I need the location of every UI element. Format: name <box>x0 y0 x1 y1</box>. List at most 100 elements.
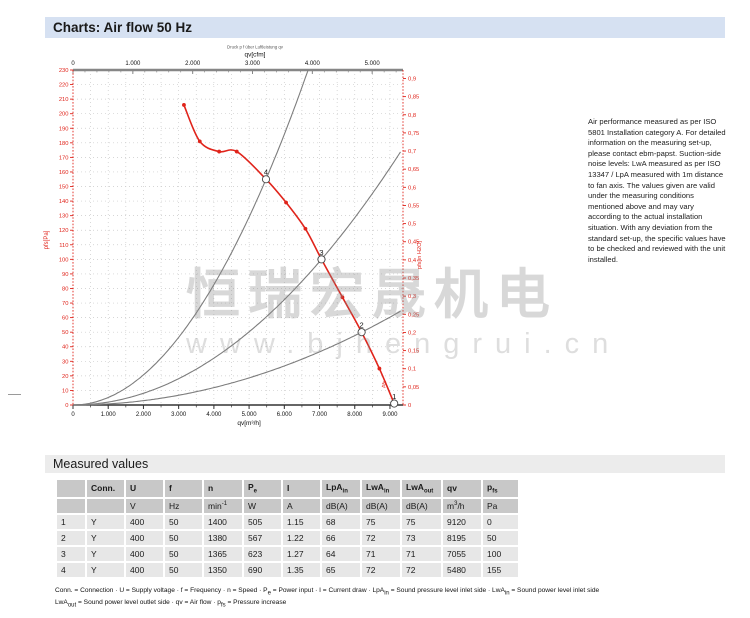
column-header: LwAin <box>362 480 400 497</box>
table-cell: Y <box>87 514 124 529</box>
column-header: Pe <box>244 480 281 497</box>
left-axis-tick-label: 230 <box>59 68 69 74</box>
left-axis-tick-label: 90 <box>62 272 68 278</box>
table-cell: 505 <box>244 514 281 529</box>
bottom-axis-tick-label: 1.000 <box>101 412 117 418</box>
fan-curve-point <box>303 226 308 231</box>
fan-curve-point <box>197 139 202 144</box>
table-cell: 71 <box>362 546 400 561</box>
table-cell: 50 <box>165 530 202 545</box>
column-header: pfs <box>483 480 518 497</box>
left-axis-tick-label: 140 <box>59 199 69 205</box>
column-header: U <box>126 480 163 497</box>
bottom-axis-tick-label: 0 <box>71 412 75 418</box>
fan-curve-point <box>340 295 345 300</box>
left-axis-tick-label: 70 <box>62 301 68 307</box>
right-axis-tick-label: 0,2 <box>408 330 416 336</box>
column-unit: dB(A) <box>362 498 400 513</box>
system-curve <box>73 151 401 406</box>
fan-curve-point <box>377 366 382 371</box>
left-axis-tick-label: 130 <box>59 214 69 220</box>
left-axis-tick-label: 210 <box>59 97 69 103</box>
left-axis-tick-label: 120 <box>59 228 69 234</box>
right-axis-tick-label: 0,6 <box>408 185 416 191</box>
table-cell: Y <box>87 562 124 577</box>
table-cell: 50 <box>165 546 202 561</box>
right-axis-tick-label: 0,5 <box>408 222 416 228</box>
table-cell: 400 <box>126 530 163 545</box>
system-curve <box>72 69 309 406</box>
table-cell: 690 <box>244 562 281 577</box>
top-axis-tick-label: 5.000 <box>365 61 381 67</box>
table-cell: 50 <box>483 530 518 545</box>
operating-point-marker <box>357 328 366 337</box>
top-axis-title: qv[cfm] <box>245 52 266 59</box>
table-cell: 0 <box>483 514 518 529</box>
table-cell: 155 <box>483 562 518 577</box>
right-axis-tick-label: 0,75 <box>408 131 419 137</box>
top-axis-tick-label: 1.000 <box>125 61 141 67</box>
bottom-axis-tick-label: 9.000 <box>382 412 398 418</box>
bottom-axis-tick-label: 2.000 <box>136 412 152 418</box>
table-cell: 1 <box>57 514 85 529</box>
airflow-chart: 0 1.000 2.000 3.000 4.000 5.000 qv[cfm] Druck p… <box>40 40 430 440</box>
table-cell: 72 <box>362 562 400 577</box>
table-cell: 68 <box>322 514 360 529</box>
right-axis-tick-label: 0,45 <box>408 240 419 246</box>
table-cell: 400 <box>126 562 163 577</box>
column-header <box>57 480 85 497</box>
column-unit: m3/h <box>443 498 481 513</box>
right-axis-tick-label: 0,25 <box>408 312 419 318</box>
fan-curve-point <box>217 149 222 154</box>
column-header: LpAin <box>322 480 360 497</box>
table-cell: 9120 <box>443 514 481 529</box>
table-cell: 1350 <box>204 562 242 577</box>
column-unit <box>57 498 85 513</box>
table-cell: 100 <box>483 546 518 561</box>
left-axis-tick-label: 160 <box>59 170 69 176</box>
table-cell: 8195 <box>443 530 481 545</box>
left-axis-tick-label: 20 <box>62 374 68 380</box>
right-axis-tick-label: 0,9 <box>408 76 416 82</box>
fan-curve-point <box>182 103 186 107</box>
column-unit: dB(A) <box>322 498 360 513</box>
right-axis-title: pfs[in H2O] <box>417 241 423 269</box>
table-cell: 66 <box>322 530 360 545</box>
operating-point-number: 2 <box>360 321 364 330</box>
column-unit: Hz <box>165 498 202 513</box>
operating-point-marker <box>390 399 399 408</box>
right-axis-tick-label: 0,8 <box>408 113 416 119</box>
table-cell: 64 <box>322 546 360 561</box>
chart-svg: 0 1.000 2.000 3.000 4.000 5.000 qv[cfm] Druck p… <box>44 45 423 428</box>
table-footnote: Conn. = Connection · U = Supply voltage … <box>55 586 720 611</box>
table-row: 1 Y 400 50 1400 505 1.15 68 75 75 9120 0 <box>57 514 518 529</box>
top-axis-tick-label: 4.000 <box>305 61 321 67</box>
column-unit: min-1 <box>204 498 242 513</box>
table-cell: Y <box>87 530 124 545</box>
column-header: n <box>204 480 242 497</box>
top-axis-tick-label: 0 <box>71 61 75 67</box>
operating-point-marker <box>261 175 271 184</box>
column-unit: Pa <box>483 498 518 513</box>
top-axis-tick-label: 3.000 <box>245 61 261 67</box>
right-axis-tick-label: 0,4 <box>408 258 417 264</box>
table-cell: 1.27 <box>283 546 320 561</box>
table-cell: 1.22 <box>283 530 320 545</box>
column-unit: V <box>126 498 163 513</box>
system-curve <box>73 310 401 406</box>
column-unit: A <box>283 498 320 513</box>
table-cell: 1365 <box>204 546 242 561</box>
left-axis-tick-label: 150 <box>59 185 69 191</box>
right-axis-tick-label: 0,55 <box>408 203 419 209</box>
left-axis-tick-label: 170 <box>59 155 69 161</box>
column-header: f <box>165 480 202 497</box>
left-axis-tick-label: 110 <box>59 243 68 249</box>
right-axis-tick-label: 0,3 <box>408 294 416 300</box>
table-cell: 72 <box>362 530 400 545</box>
operating-point-marker <box>317 255 326 264</box>
column-header: qv <box>443 480 481 497</box>
right-axis-tick-label: 0,85 <box>408 95 419 101</box>
table-cell: 623 <box>244 546 281 561</box>
bottom-axis-tick-label: 8.000 <box>347 412 363 418</box>
